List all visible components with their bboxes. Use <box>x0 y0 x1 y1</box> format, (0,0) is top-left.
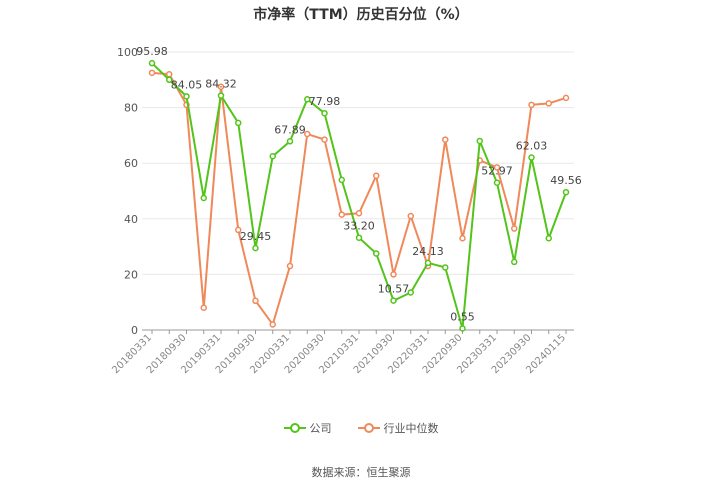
data-point-company <box>424 259 432 267</box>
chart-title: 市净率（TTM）历史百分位（%） <box>253 7 469 23</box>
data-point-company <box>511 258 518 266</box>
data-point-company <box>166 76 173 84</box>
data-label: 49.56 <box>550 174 582 187</box>
data-label: 62.03 <box>516 140 548 153</box>
data-point-industry <box>407 212 414 220</box>
data-label: 95.98 <box>136 45 168 58</box>
data-point-company <box>183 93 190 100</box>
data-point-industry <box>338 211 345 218</box>
data-point-company <box>252 244 259 252</box>
data-point-company <box>200 194 207 202</box>
legend: 公司 行业中位数 <box>0 420 722 436</box>
data-point-company <box>338 176 345 184</box>
y-tick-label: 60 <box>124 157 138 170</box>
data-label: 84.32 <box>205 78 237 91</box>
data-point-industry <box>373 172 380 179</box>
data-point-industry <box>269 321 276 328</box>
y-tick-label: 80 <box>124 102 138 115</box>
data-point-industry <box>562 94 570 102</box>
data-point-industry <box>390 271 397 278</box>
data-point-industry <box>321 136 328 143</box>
data-point-company <box>304 96 311 103</box>
data-point-company <box>442 264 449 271</box>
data-label: 84.05 <box>171 78 203 91</box>
data-point-company <box>528 154 535 161</box>
data-point-company <box>459 325 466 332</box>
data-point-industry <box>545 100 552 107</box>
data-point-company <box>269 153 276 160</box>
data-label: 33.20 <box>343 220 375 233</box>
data-point-company <box>286 138 294 145</box>
data-point-industry <box>442 136 449 143</box>
legend-item-company[interactable]: 公司 <box>283 420 332 436</box>
y-tick-label: 0 <box>131 324 138 337</box>
data-label: 67.89 <box>274 123 306 136</box>
data-point-company <box>321 109 328 117</box>
legend-swatch-industry <box>357 422 380 434</box>
data-point-company <box>148 59 156 67</box>
data-label: 10.57 <box>378 283 410 296</box>
legend-label-industry: 行业中位数 <box>383 422 439 435</box>
y-tick-label: 100 <box>117 46 138 59</box>
data-label: 52.97 <box>481 165 513 178</box>
data-label: 0.55 <box>450 310 475 323</box>
data-source-note: 数据来源：恒生聚源 <box>311 466 411 479</box>
data-point-industry <box>493 164 501 171</box>
legend-label-company: 公司 <box>309 422 332 435</box>
data-point-company <box>562 188 570 196</box>
data-point-company <box>476 137 483 145</box>
data-point-industry <box>304 130 311 138</box>
data-point-industry <box>217 83 225 90</box>
data-label: 24.13 <box>412 245 444 258</box>
data-point-industry <box>355 209 363 217</box>
data-label: 29.45 <box>240 230 272 243</box>
data-point-company <box>545 235 552 242</box>
data-point-industry <box>286 262 294 270</box>
data-point-company <box>373 250 380 257</box>
data-point-company <box>217 92 225 99</box>
data-point-company <box>235 119 242 127</box>
data-label: 77.98 <box>309 95 341 108</box>
data-point-industry <box>528 101 535 109</box>
series-line-company <box>151 62 567 329</box>
data-point-industry <box>148 69 156 77</box>
y-tick-label: 20 <box>124 268 138 281</box>
y-tick-label: 40 <box>124 213 138 226</box>
data-point-industry <box>459 235 466 242</box>
data-point-industry <box>252 297 259 305</box>
data-point-company <box>493 179 501 186</box>
data-point-company <box>390 297 397 304</box>
data-point-company <box>355 234 363 241</box>
data-point-industry <box>511 225 518 232</box>
legend-item-industry[interactable]: 行业中位数 <box>357 420 439 436</box>
legend-swatch-company <box>283 422 306 434</box>
data-point-industry <box>166 70 173 78</box>
data-point-industry <box>200 304 207 312</box>
data-point-company <box>407 289 414 296</box>
series-line-industry <box>151 71 567 327</box>
data-point-industry <box>235 226 242 234</box>
